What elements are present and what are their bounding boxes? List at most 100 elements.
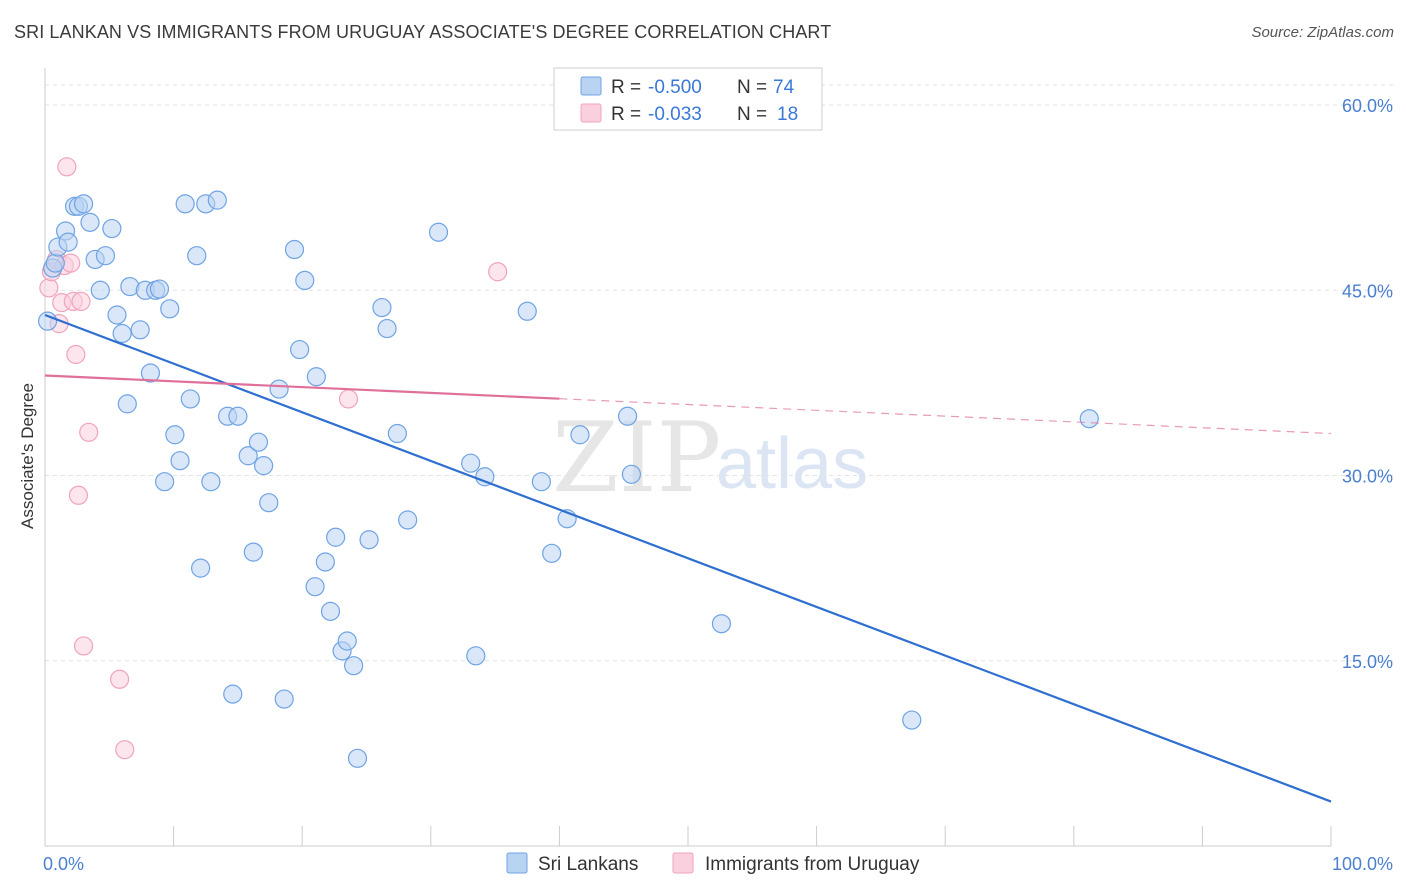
point-srilankans <box>187 246 207 266</box>
legend-r-value-1: -0.500 <box>648 77 702 98</box>
trend-lines <box>44 313 1332 803</box>
point-srilankans <box>347 748 368 768</box>
point-uruguay <box>338 389 359 409</box>
point-srilankans <box>160 299 180 319</box>
point-srilankans <box>45 253 65 273</box>
point-srilankans <box>274 689 294 709</box>
point-uruguay <box>68 485 89 505</box>
point-srilankans <box>238 446 258 466</box>
point-srilankans <box>337 631 357 651</box>
point-srilankans <box>428 222 449 242</box>
point-srilankans <box>617 406 638 426</box>
point-uruguay <box>73 636 94 656</box>
point-srilankans <box>306 367 326 387</box>
series-srilankans-points <box>37 190 1099 768</box>
legend-n-label-1: N = <box>737 77 767 98</box>
chart-title: SRI LANKAN VS IMMIGRANTS FROM URUGUAY AS… <box>14 22 832 42</box>
trend-line-solid <box>44 313 1332 803</box>
bottom-legend-swatch-srilankans <box>506 852 528 874</box>
point-srilankans <box>254 456 274 476</box>
point-srilankans <box>387 423 407 444</box>
bottom-legend-label-srilankans: Sri Lankans <box>538 854 638 875</box>
point-uruguay <box>57 157 77 177</box>
point-srilankans <box>326 527 346 547</box>
point-srilankans <box>207 190 227 210</box>
point-srilankans <box>621 464 642 484</box>
y-tick-label: 15.0% <box>1342 652 1393 672</box>
point-srilankans <box>154 472 175 492</box>
bottom-legend-swatch-uruguay <box>672 852 694 874</box>
point-srilankans <box>466 646 486 666</box>
x-tick-label: 0.0% <box>43 854 84 874</box>
point-srilankans <box>902 710 922 730</box>
point-srilankans <box>248 432 269 452</box>
y-tick-label: 60.0% <box>1342 96 1393 116</box>
point-srilankans <box>223 684 243 704</box>
point-srilankans <box>320 601 341 621</box>
point-srilankans <box>269 379 289 399</box>
point-srilankans <box>90 280 110 300</box>
y-tick-label: 30.0% <box>1342 467 1393 487</box>
gridlines <box>45 84 1394 662</box>
point-srilankans <box>149 279 170 299</box>
point-srilankans <box>359 530 379 550</box>
point-srilankans <box>284 239 305 260</box>
legend-n-value-2: 18 <box>777 104 798 125</box>
trend-line-solid <box>44 374 560 400</box>
point-srilankans <box>243 542 263 562</box>
point-srilankans <box>305 577 325 597</box>
point-srilankans <box>140 363 161 383</box>
point-srilankans <box>107 305 127 325</box>
point-srilankans <box>112 323 132 344</box>
point-srilankans <box>73 194 94 214</box>
point-srilankans <box>117 394 137 414</box>
point-uruguay <box>115 740 135 760</box>
legend-n-label-2: N = <box>737 104 767 125</box>
point-srilankans <box>130 320 150 340</box>
legend-r-value-2: -0.033 <box>648 104 702 125</box>
point-srilankans <box>517 301 537 321</box>
point-srilankans <box>228 406 248 426</box>
point-srilankans <box>95 246 116 266</box>
point-srilankans <box>170 451 190 471</box>
point-srilankans <box>711 614 732 634</box>
series-legend: Sri Lankans Immigrants from Uruguay <box>506 852 920 875</box>
watermark-zip: ZIP <box>552 402 721 514</box>
legend-swatch-srilankans <box>580 76 602 96</box>
point-srilankans <box>570 425 590 445</box>
point-srilankans <box>180 389 200 409</box>
point-srilankans <box>290 339 310 360</box>
point-srilankans <box>475 467 495 487</box>
point-srilankans <box>201 472 221 492</box>
point-uruguay <box>71 291 91 311</box>
y-tick-label: 45.0% <box>1342 281 1393 301</box>
x-tick-label: 100.0% <box>1332 854 1393 874</box>
bottom-legend-label-uruguay: Immigrants from Uruguay <box>705 854 920 875</box>
y-tick-labels: 15.0% 30.0% 45.0% 60.0% <box>1342 96 1393 672</box>
point-srilankans <box>531 472 551 492</box>
point-srilankans <box>165 425 185 445</box>
point-srilankans <box>259 493 279 513</box>
point-srilankans <box>377 318 397 339</box>
point-srilankans <box>542 543 562 563</box>
legend-swatch-uruguay <box>580 103 602 123</box>
point-srilankans <box>315 552 335 572</box>
point-uruguay <box>66 344 86 365</box>
point-srilankans <box>295 270 315 291</box>
point-srilankans <box>372 297 392 318</box>
point-srilankans <box>175 194 195 214</box>
point-srilankans <box>398 510 418 530</box>
legend-n-value-1: 74 <box>773 77 795 98</box>
point-uruguay <box>79 422 99 442</box>
point-srilankans <box>80 212 100 232</box>
point-srilankans <box>461 453 481 473</box>
watermark-atlas: atlas <box>716 424 868 504</box>
legend-r-label-2: R = <box>611 104 641 125</box>
point-uruguay <box>39 278 59 298</box>
point-srilankans <box>58 232 78 252</box>
point-srilankans <box>344 656 364 676</box>
trend-line-dashed <box>559 398 1332 435</box>
source-label: Source: ZipAtlas.com <box>1251 24 1394 41</box>
x-tick-labels: 0.0% 100.0% <box>43 854 1393 874</box>
